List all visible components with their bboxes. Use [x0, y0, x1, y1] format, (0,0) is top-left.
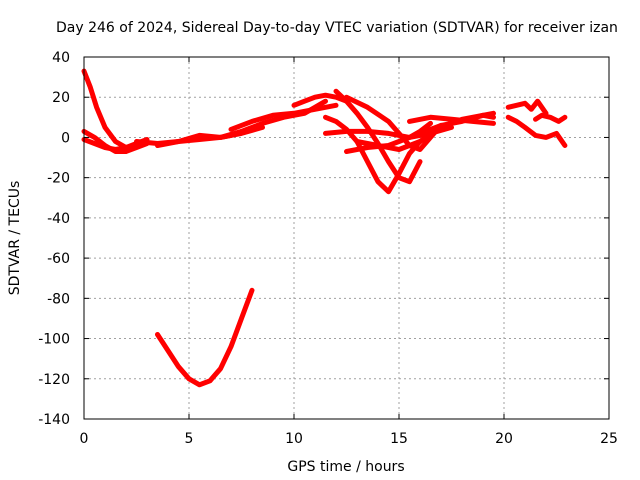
y-tick-label: -60 [47, 251, 70, 267]
series-arc-15 [407, 114, 496, 126]
series-arc-16 [417, 110, 496, 136]
chart-title: Day 246 of 2024, Sidereal Day-to-day VTE… [56, 20, 618, 36]
series-arc-9 [323, 114, 423, 195]
y-tick-label: -100 [38, 332, 70, 348]
series-layer [81, 68, 568, 388]
x-tick-label: 10 [285, 431, 303, 447]
y-tick-label: 20 [52, 90, 70, 106]
y-tick-label: -120 [38, 372, 70, 388]
y-tick-label: -40 [47, 211, 70, 227]
series-arc-18 [505, 114, 568, 148]
x-tick-label: 15 [390, 431, 408, 447]
series-arc-19 [533, 112, 568, 124]
plot-frame [83, 56, 610, 420]
x-tick-label: 25 [600, 431, 618, 447]
y-tick-label: 0 [61, 130, 70, 146]
x-tick-label: 0 [80, 431, 89, 447]
series-arc-3 [81, 137, 150, 152]
x-tick-label: 20 [495, 431, 513, 447]
series-arc-6 [218, 98, 328, 140]
y-tick-label: -140 [38, 412, 70, 428]
y-axis-label: SDTVAR / TECUs [7, 181, 23, 296]
series-arc-20 [155, 287, 255, 388]
ticks: 0 5 10 15 20 25 40 20 0 -20 -40 -60 -80 -100 -120 -140 [38, 50, 618, 447]
x-tick-label: 5 [185, 431, 194, 447]
x-axis-label: GPS time / hours [287, 459, 404, 475]
y-tick-label: 40 [52, 50, 70, 66]
series-arc-17 [505, 98, 549, 116]
y-tick-label: -80 [47, 291, 70, 307]
series-arc-8 [291, 92, 349, 108]
series-arc-7 [228, 102, 339, 132]
y-tick-label: -20 [47, 171, 70, 187]
